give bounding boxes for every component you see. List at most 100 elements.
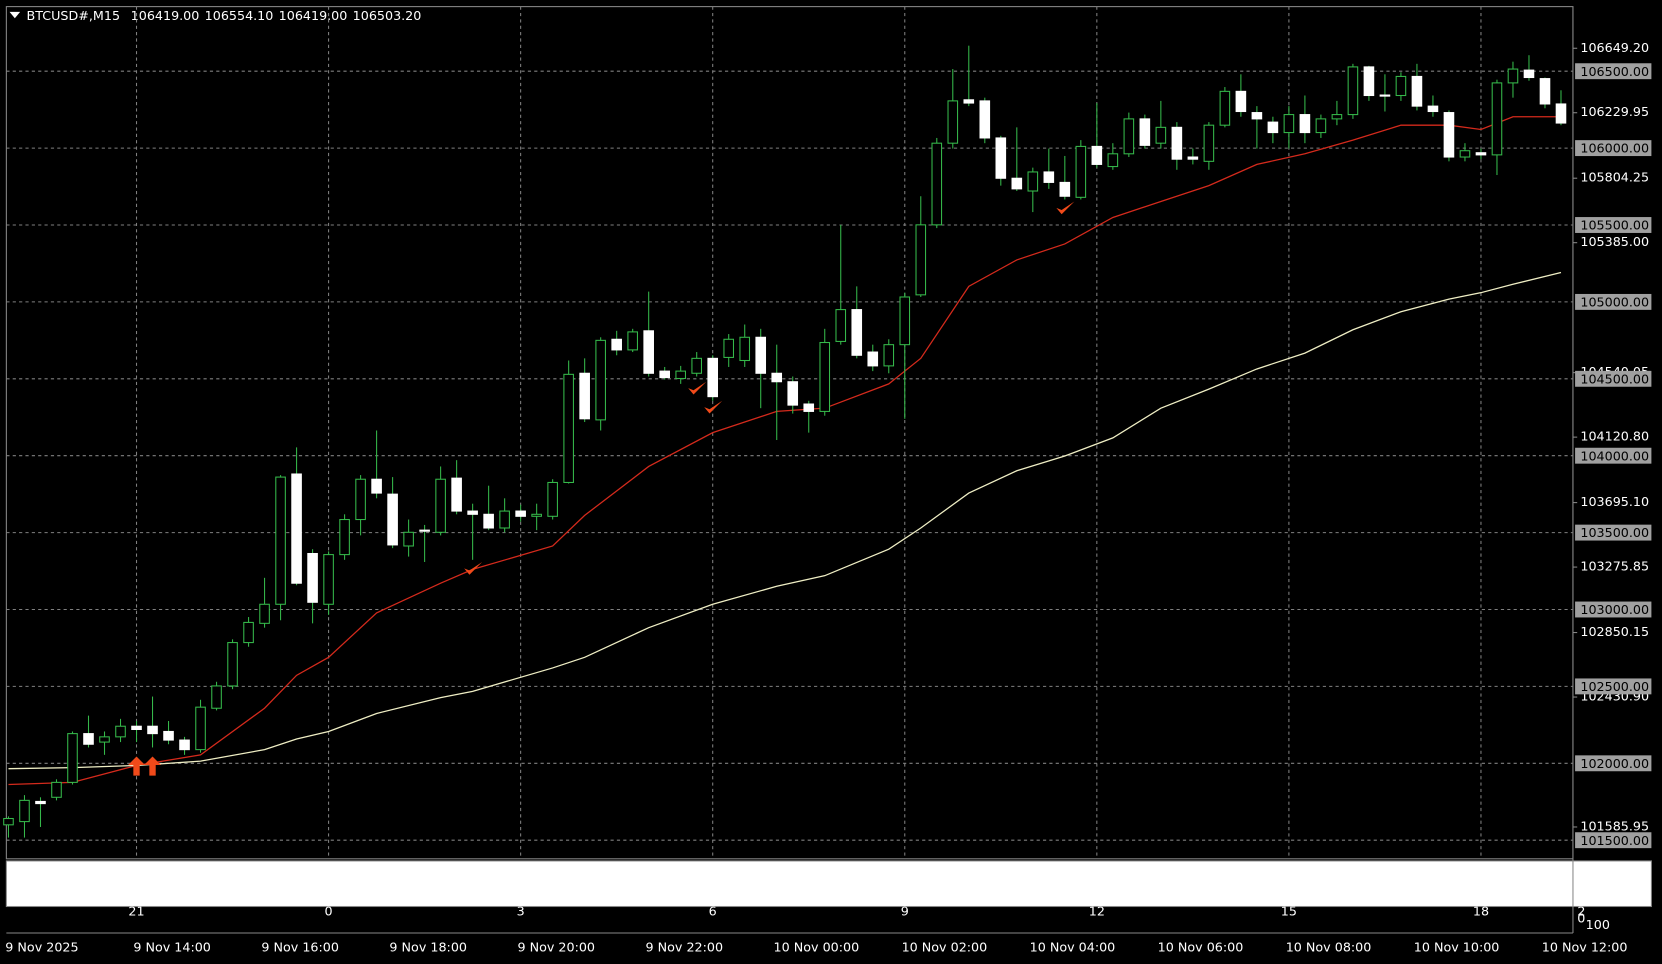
- indicator-window: [5, 860, 1652, 908]
- x-tick-label: 10 Nov 00:00: [774, 939, 860, 954]
- indicator-label: 21: [128, 903, 144, 918]
- y-tick-label: 101500.00: [1580, 833, 1649, 848]
- candle-body: [707, 357, 719, 398]
- candle-body: [675, 370, 686, 380]
- signal-check: [1056, 201, 1075, 215]
- candle-body: [1443, 112, 1455, 158]
- candle-body: [579, 372, 590, 420]
- candle-body: [483, 513, 494, 529]
- candle-body: [67, 733, 78, 783]
- candle-body: [1235, 90, 1247, 113]
- candle-body: [243, 621, 254, 644]
- candle-body: [419, 529, 430, 532]
- candle-body: [1411, 75, 1423, 107]
- candle-body: [1219, 90, 1231, 126]
- candle-body: [963, 99, 975, 104]
- indicator-label: 3: [517, 903, 525, 918]
- y-tick-box: [1575, 755, 1652, 772]
- y-tick-box: [1575, 832, 1652, 849]
- candle-body: [1379, 94, 1391, 97]
- candle-body: [211, 685, 222, 709]
- candle-body: [1555, 103, 1567, 124]
- candle-body: [387, 493, 398, 546]
- indicator-label: 18: [1473, 903, 1489, 918]
- signal-check: [704, 400, 723, 414]
- candle-body: [499, 510, 510, 529]
- candle-body: [435, 478, 446, 533]
- candle-body: [1395, 75, 1407, 97]
- y-tick-box: [1575, 217, 1652, 233]
- candle-body: [451, 477, 462, 512]
- candle-body: [1155, 126, 1167, 144]
- y-tick-label: 104120.80: [1580, 429, 1649, 444]
- candle-body: [1075, 145, 1087, 198]
- candle-body: [51, 781, 62, 798]
- x-tick-label: 10 Nov 04:00: [1030, 939, 1116, 954]
- y-tick-label: 105804.25: [1580, 170, 1649, 185]
- candle-body: [1363, 66, 1375, 97]
- ohlc-open: 106419.00: [131, 8, 200, 23]
- x-tick-label: 9 Nov 2025: [5, 939, 78, 954]
- x-tick-label: 10 Nov 12:00: [1542, 939, 1628, 954]
- candle-body: [259, 603, 270, 624]
- x-tick-label: 10 Nov 06:00: [1158, 939, 1244, 954]
- candle-body: [131, 725, 142, 730]
- signal-check: [464, 561, 483, 575]
- candle-body: [355, 478, 366, 521]
- x-tick-label: 9 Nov 16:00: [261, 939, 339, 954]
- candle-body: [547, 481, 558, 517]
- indicator-label: 9: [901, 903, 909, 918]
- y-tick-label: 106000.00: [1580, 141, 1649, 156]
- y-tick-label: 103500.00: [1580, 525, 1649, 540]
- signal-arrow: [128, 756, 146, 776]
- candle-body: [275, 476, 286, 605]
- ohlc-high: 106554.10: [205, 8, 274, 23]
- y-tick-box: [1575, 63, 1652, 80]
- x-tick-label: 9 Nov 18:00: [389, 939, 467, 954]
- candle-body: [1459, 150, 1471, 158]
- candle-body: [227, 642, 238, 687]
- indicator-label: 15: [1281, 903, 1297, 918]
- candle-body: [1139, 118, 1151, 146]
- candle-body: [339, 519, 350, 556]
- candle-body: [1491, 82, 1503, 156]
- indicator-label: 6: [709, 903, 717, 918]
- y-tick-label: 102500.00: [1580, 679, 1649, 694]
- candle-body: [595, 339, 606, 421]
- candle-body: [1091, 145, 1103, 165]
- moving-average: [8, 116, 1561, 786]
- y-tick-label: 105000.00: [1580, 294, 1649, 309]
- candle-body: [1299, 114, 1311, 134]
- candle-body: [931, 142, 943, 226]
- signal-check: [688, 381, 707, 395]
- candle-body: [291, 473, 302, 584]
- ohlc-low: 106419.00: [279, 8, 348, 23]
- candle-body: [1331, 114, 1343, 120]
- candle-body: [1107, 153, 1119, 168]
- candle-body: [1011, 177, 1023, 190]
- candle-body: [803, 403, 815, 412]
- candle-body: [1123, 118, 1135, 155]
- candle-body: [1475, 152, 1487, 156]
- candle-body: [467, 510, 478, 515]
- candle-body: [307, 552, 318, 603]
- menu-triangle[interactable]: [9, 11, 21, 19]
- candle-body: [147, 725, 158, 735]
- y-tick-box: [1575, 678, 1652, 695]
- candle-body: [115, 725, 126, 738]
- candle-body: [643, 330, 654, 374]
- candle-body: [1283, 114, 1295, 134]
- y-tick-box: [1575, 601, 1652, 618]
- y-tick-label: 106500.00: [1580, 64, 1649, 79]
- candle-body: [979, 100, 991, 139]
- candle-body: [723, 338, 735, 358]
- y-tick-label: 102000.00: [1580, 756, 1649, 771]
- candle-body: [995, 137, 1007, 179]
- candle-body: [947, 100, 959, 144]
- candle-body: [1315, 118, 1327, 134]
- candle-body: [1027, 171, 1039, 192]
- candle-body: [867, 351, 879, 367]
- x-tick-label: 9 Nov 14:00: [133, 939, 211, 954]
